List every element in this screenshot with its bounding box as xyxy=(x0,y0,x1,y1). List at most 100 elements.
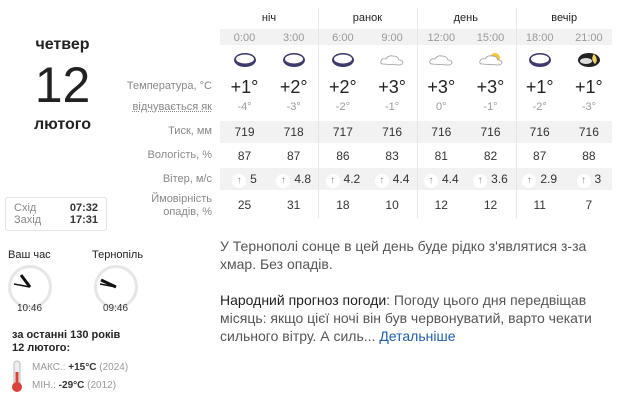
max-label: МАКС.: xyxy=(32,362,66,373)
sunrise-time: 07:32 xyxy=(69,202,98,214)
folk-forecast: Народний прогноз погоди: Погоду цього дн… xyxy=(220,291,615,345)
wind-direction-icon: ↑ xyxy=(374,174,389,188)
local-time: 10:46 xyxy=(17,303,43,314)
hour-feels-like: 0° xyxy=(436,101,447,113)
wind-speed: 4.2 xyxy=(343,172,361,186)
wind-speed: 5 xyxy=(250,172,257,186)
min-year: (2012) xyxy=(87,380,117,391)
period-2: день xyxy=(453,12,478,24)
hour-precip: 18 xyxy=(336,198,350,212)
city-clock-label: Тернопіль xyxy=(92,249,144,261)
weekday: четвер xyxy=(35,36,90,53)
hour-time: 9:00 xyxy=(381,32,403,44)
local-clock-label: Ваш час xyxy=(8,249,51,261)
hour-time: 21:00 xyxy=(575,32,603,44)
wind-direction-icon: ↑ xyxy=(473,174,488,188)
sun-times: Схід 07:32 Захід 17:31 xyxy=(5,197,107,231)
period-3: вечір xyxy=(551,12,578,24)
hour-precip: 25 xyxy=(237,198,252,212)
folk-label: Народний прогноз погоди xyxy=(220,292,387,308)
hour-precip: 10 xyxy=(385,198,399,212)
hour-temperature: +1° xyxy=(575,77,603,97)
hour-time: 15:00 xyxy=(476,32,505,44)
max-value: +15°C xyxy=(68,362,97,373)
hour-humidity: 87 xyxy=(237,149,252,163)
hour-time: 6:00 xyxy=(332,32,354,44)
hour-feels-like: -3° xyxy=(581,101,596,113)
hour-temperature: +2° xyxy=(279,77,308,97)
hour-precip: 31 xyxy=(287,198,301,212)
cloudy-night-icon xyxy=(269,51,318,74)
wind-speed: 2.9 xyxy=(540,172,558,186)
label-pressure: Тиск, мм xyxy=(168,125,212,137)
city-time: 09:46 xyxy=(103,303,129,314)
month: лютого xyxy=(33,116,92,133)
details-link[interactable]: Детальніше xyxy=(379,328,456,344)
cloudy-moon-icon xyxy=(564,51,613,74)
hour-time: 0:00 xyxy=(233,32,256,44)
hour-pressure: 716 xyxy=(480,125,501,139)
history-title-2: 12 лютого: xyxy=(12,342,71,354)
hour-precip: 11 xyxy=(533,198,546,212)
hour-pressure: 717 xyxy=(332,125,353,139)
wind-speed: 4.4 xyxy=(392,172,410,186)
wind-speed: 3.6 xyxy=(491,172,508,186)
hour-pressure: 719 xyxy=(234,125,255,139)
divider xyxy=(417,8,418,218)
hour-feels-like: -2° xyxy=(335,101,350,113)
hour-temperature: +3° xyxy=(476,77,505,97)
label-precip-2: опадів, % xyxy=(163,206,212,218)
wind-direction-icon: ↑ xyxy=(522,174,537,188)
sunrise-label: Схід xyxy=(14,202,37,214)
period-1: ранок xyxy=(352,12,383,24)
cloud-icon xyxy=(368,51,417,74)
max-year: (2024) xyxy=(99,362,129,373)
cloud-icon xyxy=(417,51,466,74)
hour-precip: 12 xyxy=(483,198,498,212)
label-precip: Ймовірність опадів, % xyxy=(110,193,212,219)
label-temperature: Температура, °C xyxy=(126,80,212,92)
folk-text: : Погоду цього дня передвіщав місяць: як… xyxy=(220,292,592,344)
hour-wind: ↑ 3 xyxy=(564,172,613,188)
hour-humidity: 86 xyxy=(336,149,350,163)
history-title-1: за останні 130 років xyxy=(12,329,121,341)
wind-direction-icon: ↑ xyxy=(276,174,291,188)
label-precip-1: Ймовірність xyxy=(151,193,212,205)
city-clock-icon xyxy=(94,265,138,309)
hour-pressure: 716 xyxy=(529,125,550,139)
history-max: МАКС.: +15°C (2024) xyxy=(32,362,128,373)
label-feels-like[interactable]: відчувається як xyxy=(132,101,212,113)
thermometer-icon xyxy=(12,360,22,392)
hour-temperature: +2° xyxy=(329,77,357,97)
hour-wind: ↑ 5 xyxy=(220,172,269,188)
sunset-time: 17:31 xyxy=(69,214,98,226)
hour-precip: 7 xyxy=(585,198,593,212)
hour-feels-like: -2° xyxy=(532,101,547,113)
hour-time: 12:00 xyxy=(427,32,456,44)
wind-speed: 3 xyxy=(594,172,602,186)
hour-humidity: 88 xyxy=(582,149,596,163)
partly-cloudy-icon xyxy=(466,51,515,74)
day-number: 12 xyxy=(34,57,91,113)
hour-temperature: +3° xyxy=(378,77,406,97)
hour-pressure: 716 xyxy=(382,125,403,139)
hour-humidity: 83 xyxy=(385,149,399,163)
min-value: -29°C xyxy=(58,380,85,391)
hour-feels-like: -4° xyxy=(237,101,252,113)
hour-humidity: 87 xyxy=(533,149,547,163)
min-label: МІН.: xyxy=(32,380,56,391)
period-0: ніч xyxy=(261,12,277,24)
hour-humidity: 81 xyxy=(434,149,448,163)
hour-wind: ↑ 4.4 xyxy=(368,172,417,188)
cloudy-night-icon xyxy=(515,51,564,74)
hour-feels-like: -3° xyxy=(286,101,301,113)
hour-temperature: +1° xyxy=(230,77,259,97)
hour-time: 3:00 xyxy=(282,32,305,44)
divider xyxy=(516,8,517,218)
history-min: МІН.: -29°C (2012) xyxy=(32,380,116,391)
wind-direction-icon: ↑ xyxy=(576,174,591,188)
divider xyxy=(318,8,319,218)
hour-wind: ↑ 4.4 xyxy=(417,172,466,188)
wind-direction-icon: ↑ xyxy=(232,174,247,188)
hour-pressure: 716 xyxy=(578,125,599,139)
